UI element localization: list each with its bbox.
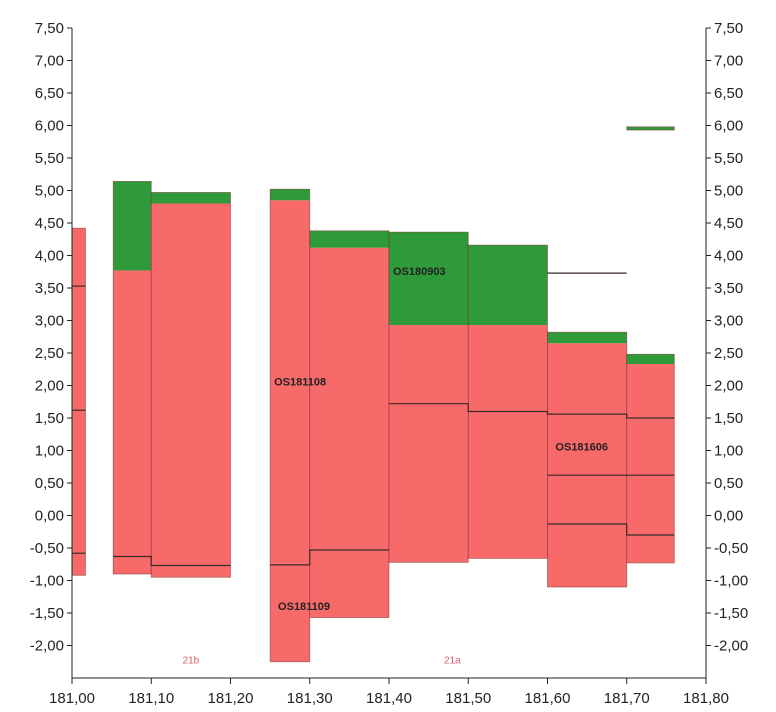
red-segment-1 <box>113 270 152 574</box>
y-tick-label-right-15: 0,00 <box>714 508 743 525</box>
x-axis: 181,00 181,10 181,20 181,30 181,40 181,50 181,… <box>49 678 729 707</box>
red-segment-7 <box>547 343 627 587</box>
x-tick-label-6: 181,60 <box>525 690 571 707</box>
annotations-layer: OS180903 OS181108 OS181109 OS181606 21b 21a <box>183 266 609 667</box>
y-tick-label-right-18: -1,50 <box>714 605 748 622</box>
y-tick-label-left-9: 3,00 <box>35 313 64 330</box>
y-tick-label-left-15: 0,00 <box>35 508 64 525</box>
segment-annotation-2: OS181109 <box>278 601 330 613</box>
step-line-7 <box>547 523 675 536</box>
red-segment-0 <box>72 228 86 576</box>
segment-outline-8 <box>626 353 675 564</box>
y-tick-label-right-12: 1,50 <box>714 410 743 427</box>
y-tick-label-left-1: 7,00 <box>35 53 64 70</box>
y-tick-label-left-14: 0,50 <box>35 475 64 492</box>
y-tick-label-left-10: 2,50 <box>35 345 64 362</box>
step-line-3 <box>113 555 231 567</box>
red-segment-8 <box>626 364 675 563</box>
y-tick-label-left-4: 5,50 <box>35 150 64 167</box>
step-line-4 <box>270 549 389 566</box>
segment-annotation-1: OS181108 <box>274 377 326 389</box>
y-tick-label-right-8: 3,50 <box>714 280 743 297</box>
y-tick-label-right-4: 5,50 <box>714 150 743 167</box>
x-tick-label-4: 181,40 <box>366 690 412 707</box>
green-segment-8 <box>626 354 675 365</box>
y-tick-label-right-1: 7,00 <box>714 53 743 70</box>
x-tick-label-1: 181,10 <box>128 690 174 707</box>
x-tick-label-8: 181,80 <box>683 690 729 707</box>
green-segment-3 <box>270 189 310 201</box>
y-tick-label-right-2: 6,50 <box>714 85 743 102</box>
y-tick-label-left-11: 2,00 <box>35 378 64 395</box>
y-tick-label-right-13: 1,00 <box>714 443 743 460</box>
y-tick-label-right-17: -1,00 <box>714 573 748 590</box>
x-tick-label-0: 181,00 <box>49 690 95 707</box>
green-segment-9 <box>626 126 675 131</box>
red-segment-2 <box>151 203 231 578</box>
zone-label-0: 21b <box>183 656 200 667</box>
green-segment-5 <box>389 232 469 326</box>
y-tick-label-left-13: 1,00 <box>35 443 64 460</box>
red-segment-3 <box>270 200 310 662</box>
red-segment-6 <box>468 325 548 559</box>
y-tick-label-right-6: 4,50 <box>714 215 743 232</box>
y-tick-label-right-10: 2,50 <box>714 345 743 362</box>
x-tick-label-7: 181,70 <box>604 690 650 707</box>
y-axis-left: 7,50 7,00 6,50 6,00 5,50 5,00 4,50 4,00 3,50 3,00… <box>30 20 72 655</box>
x-tick-label-2: 181,20 <box>208 690 254 707</box>
y-tick-label-right-16: -0,50 <box>714 540 748 557</box>
y-tick-label-left-6: 4,50 <box>35 215 64 232</box>
step-lines-layer <box>72 272 675 567</box>
x-tick-label-3: 181,30 <box>287 690 333 707</box>
y-tick-label-right-11: 2,00 <box>714 378 743 395</box>
y-tick-label-right-19: -2,00 <box>714 638 748 655</box>
segment-outline-9 <box>626 126 675 131</box>
y-axis-right: 7,50 7,00 6,50 6,00 5,50 5,00 4,50 4,00 3,50 3,00… <box>706 20 748 655</box>
segment-annotation-3: OS181606 <box>555 442 608 454</box>
segment-outline-2 <box>150 192 231 578</box>
y-tick-label-left-2: 6,50 <box>35 85 64 102</box>
y-tick-label-right-3: 6,00 <box>714 118 743 135</box>
y-tick-label-left-12: 1,50 <box>35 410 64 427</box>
y-tick-label-right-9: 3,00 <box>714 313 743 330</box>
y-tick-label-right-7: 4,00 <box>714 248 743 265</box>
green-segment-7 <box>547 332 627 344</box>
y-tick-label-left-7: 4,00 <box>35 248 64 265</box>
green-segment-6 <box>468 245 548 326</box>
y-tick-label-left-16: -0,50 <box>30 540 64 557</box>
y-tick-label-left-18: -1,50 <box>30 605 64 622</box>
y-tick-label-left-3: 6,00 <box>35 118 64 135</box>
y-tick-label-right-14: 0,50 <box>714 475 743 492</box>
y-tick-label-right-5: 5,00 <box>714 183 743 200</box>
step-line-5 <box>389 403 675 419</box>
y-tick-label-left-17: -1,00 <box>30 573 64 590</box>
y-tick-label-left-5: 5,00 <box>35 183 64 200</box>
red-segment-4 <box>309 247 389 618</box>
y-tick-label-right-0: 7,50 <box>714 20 743 37</box>
data-layer <box>71 126 675 663</box>
x-tick-label-5: 181,50 <box>445 690 491 707</box>
green-segment-1 <box>113 181 152 271</box>
red-segment-5 <box>389 325 469 563</box>
segment-annotation-0: OS180903 <box>393 266 446 278</box>
green-segment-2 <box>151 192 231 204</box>
green-segment-4 <box>309 230 389 248</box>
y-tick-label-left-8: 3,50 <box>35 280 64 297</box>
y-tick-label-left-0: 7,50 <box>35 20 64 37</box>
y-tick-label-left-19: -2,00 <box>30 638 64 655</box>
zone-label-1: 21a <box>444 656 461 667</box>
